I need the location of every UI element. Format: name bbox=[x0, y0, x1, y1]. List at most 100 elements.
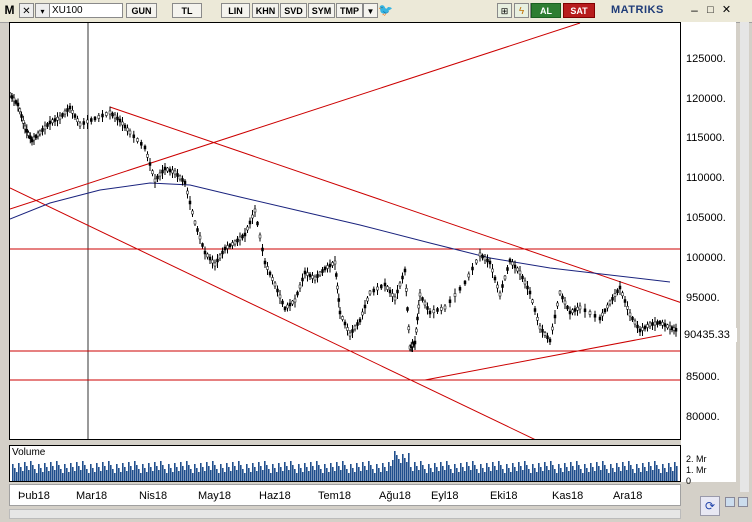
candle-body bbox=[398, 282, 402, 287]
candle-body bbox=[593, 314, 597, 318]
volume-bar bbox=[196, 468, 198, 481]
volume-bar bbox=[574, 470, 576, 481]
volume-bar bbox=[22, 471, 24, 481]
more-dropdown-icon[interactable]: ▼ bbox=[363, 3, 378, 18]
volume-bar bbox=[142, 464, 144, 481]
volume-bar bbox=[640, 472, 642, 481]
volume-bar bbox=[114, 473, 116, 481]
candle-body bbox=[674, 328, 678, 332]
volume-bar bbox=[674, 462, 676, 481]
volume-bar bbox=[320, 469, 322, 481]
trend-line bbox=[10, 187, 535, 439]
candle-body bbox=[351, 329, 354, 333]
volume-bar bbox=[86, 469, 88, 481]
volume-bar bbox=[532, 464, 534, 481]
volume-panel[interactable]: Volume bbox=[9, 445, 681, 482]
volume-bar bbox=[322, 473, 324, 481]
candle-body bbox=[403, 268, 407, 273]
lightning-icon[interactable]: ϟ bbox=[514, 3, 529, 18]
volume-bar bbox=[186, 461, 188, 481]
minimize-icon[interactable]: – bbox=[691, 3, 698, 17]
volume-bar bbox=[370, 465, 372, 481]
candle-body bbox=[14, 100, 18, 104]
candle-body bbox=[436, 308, 439, 312]
candle-body bbox=[576, 307, 579, 311]
buy-button[interactable]: AL bbox=[531, 3, 561, 18]
candle-body bbox=[336, 285, 339, 290]
tmp-button[interactable]: TMP bbox=[336, 3, 363, 18]
volume-bar bbox=[414, 462, 416, 481]
candle-body bbox=[418, 292, 422, 297]
volume-bar bbox=[670, 467, 672, 481]
volume-bar bbox=[98, 467, 100, 481]
volume-bar bbox=[516, 471, 518, 481]
candle-body bbox=[263, 260, 267, 265]
candle-body bbox=[171, 169, 174, 174]
volume-bar bbox=[334, 471, 336, 481]
symbol-input[interactable]: XU100 bbox=[49, 3, 123, 18]
volume-bar bbox=[162, 465, 164, 481]
candle-body bbox=[621, 292, 624, 297]
volume-bar bbox=[518, 462, 520, 481]
volume-bar bbox=[448, 465, 450, 481]
volume-bar bbox=[356, 463, 358, 481]
horizontal-scrollbar[interactable] bbox=[9, 509, 681, 519]
candle-body bbox=[421, 297, 424, 301]
volume-bar bbox=[286, 466, 288, 481]
candle-body bbox=[76, 118, 79, 123]
volume-bar bbox=[206, 462, 208, 481]
svd-button[interactable]: SVD bbox=[280, 3, 307, 18]
window-close-icon[interactable]: ✕ bbox=[721, 4, 732, 16]
volume-bar bbox=[602, 461, 604, 481]
price-chart[interactable] bbox=[9, 22, 681, 440]
corner-small-icon[interactable] bbox=[738, 497, 748, 507]
volume-bar bbox=[358, 467, 360, 481]
volume-bar bbox=[258, 462, 260, 481]
volume-bar bbox=[130, 466, 132, 481]
candle-body bbox=[383, 282, 387, 287]
candle-body bbox=[276, 288, 279, 293]
dropdown-icon[interactable]: ▾ bbox=[35, 3, 50, 18]
maximize-icon[interactable]: □ bbox=[707, 4, 714, 16]
volume-bar bbox=[480, 464, 482, 481]
volume-bar bbox=[50, 462, 52, 481]
candle-body bbox=[93, 116, 97, 121]
volume-bar bbox=[128, 462, 130, 481]
volume-bar bbox=[478, 473, 480, 481]
volume-bar bbox=[116, 464, 118, 481]
vertical-scrollbar[interactable] bbox=[740, 22, 749, 492]
period-button[interactable]: GUN bbox=[126, 3, 157, 18]
volume-bar bbox=[464, 471, 466, 481]
volume-bar bbox=[522, 470, 524, 481]
volume-bar bbox=[594, 471, 596, 481]
volume-bar bbox=[100, 471, 102, 481]
volume-bar bbox=[588, 472, 590, 481]
corner-small-icon[interactable] bbox=[725, 497, 735, 507]
volume-bar bbox=[194, 464, 196, 481]
volume-bar bbox=[306, 467, 308, 481]
x-tick: Haz18 bbox=[259, 490, 291, 502]
candle-body bbox=[10, 95, 14, 99]
khn-button[interactable]: KHN bbox=[252, 3, 279, 18]
volume-bar bbox=[332, 467, 334, 481]
volume-bar bbox=[230, 471, 232, 481]
volume-bar bbox=[378, 468, 380, 481]
sym-button[interactable]: SYM bbox=[308, 3, 335, 18]
volume-bar bbox=[460, 463, 462, 481]
volume-bar bbox=[14, 468, 16, 481]
candle-body bbox=[291, 300, 294, 305]
candle-body bbox=[306, 272, 309, 276]
scale-button[interactable]: LIN bbox=[221, 3, 250, 18]
currency-button[interactable]: TL bbox=[172, 3, 202, 18]
candle-body bbox=[318, 271, 322, 276]
sell-button[interactable]: SAT bbox=[563, 3, 595, 18]
candle-body bbox=[566, 305, 569, 310]
candle-body bbox=[12, 97, 16, 102]
candle-body bbox=[553, 314, 557, 319]
volume-bar bbox=[606, 469, 608, 481]
pin-icon[interactable]: ⊞ bbox=[497, 3, 512, 18]
close-icon[interactable]: ✕ bbox=[19, 3, 34, 18]
menu-icon[interactable]: M bbox=[4, 3, 15, 17]
twitter-icon[interactable]: 🐦 bbox=[378, 3, 393, 17]
sync-icon[interactable]: ⟳ bbox=[700, 496, 720, 516]
